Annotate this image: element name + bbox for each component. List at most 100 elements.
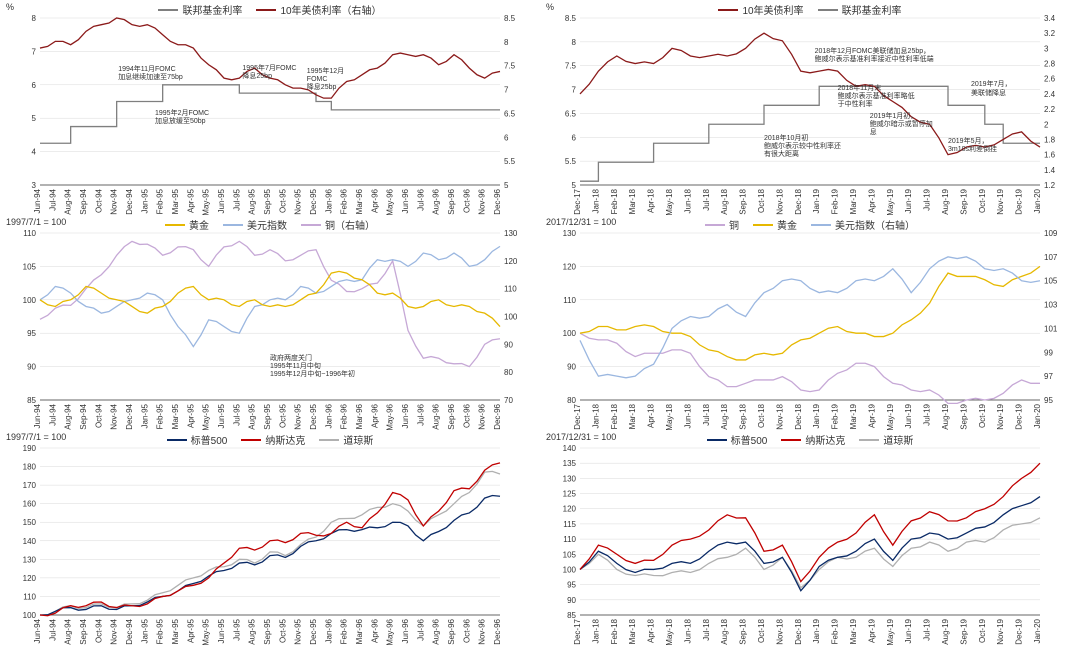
svg-text:Jul-19: Jul-19 (923, 188, 932, 210)
svg-text:Apr-19: Apr-19 (867, 188, 876, 213)
svg-text:Jan-19: Jan-19 (812, 188, 821, 213)
svg-text:7.5: 7.5 (565, 62, 577, 71)
svg-text:97: 97 (1044, 372, 1053, 381)
svg-text:95: 95 (567, 581, 576, 590)
svg-text:2.8: 2.8 (1044, 60, 1056, 69)
svg-text:Apr-95: Apr-95 (186, 188, 195, 213)
svg-text:Oct-18: Oct-18 (757, 403, 766, 428)
svg-text:150: 150 (23, 518, 37, 527)
chart-svg: 34567855.566.577.588.5Jun-94Jul-94Aug-94… (0, 0, 540, 215)
svg-text:2.2: 2.2 (1044, 105, 1056, 114)
svg-text:Jun-19: Jun-19 (904, 403, 913, 428)
svg-text:Jul-96: Jul-96 (416, 618, 425, 640)
svg-text:Jul-94: Jul-94 (48, 618, 57, 640)
svg-text:Dec-18: Dec-18 (794, 403, 803, 429)
svg-text:Oct-95: Oct-95 (278, 618, 287, 643)
svg-text:Dec-95: Dec-95 (309, 403, 318, 429)
svg-text:May-96: May-96 (386, 618, 395, 645)
svg-text:90: 90 (567, 363, 576, 372)
svg-text:Jun-94: Jun-94 (33, 188, 42, 213)
svg-text:Feb-96: Feb-96 (340, 188, 349, 214)
svg-text:85: 85 (27, 396, 36, 405)
svg-text:8.5: 8.5 (504, 14, 516, 23)
svg-text:Sep-19: Sep-19 (959, 403, 968, 429)
svg-text:7: 7 (572, 86, 577, 95)
svg-text:Aug-96: Aug-96 (432, 403, 441, 429)
svg-text:Nov-96: Nov-96 (478, 618, 487, 644)
svg-text:Mar-96: Mar-96 (355, 403, 364, 429)
svg-text:Jan-18: Jan-18 (591, 188, 600, 213)
svg-text:Jun-96: Jun-96 (401, 403, 410, 428)
svg-text:110: 110 (23, 229, 36, 238)
svg-text:Jun-95: Jun-95 (217, 188, 226, 213)
svg-text:Nov-95: Nov-95 (294, 403, 303, 429)
svg-text:Dec-95: Dec-95 (309, 188, 318, 214)
svg-text:Apr-19: Apr-19 (867, 618, 876, 643)
svg-text:8: 8 (32, 14, 37, 23)
svg-text:Jan-95: Jan-95 (140, 403, 149, 428)
chart-svg: 859095100105110115120125130135140Dec-17J… (540, 430, 1080, 645)
svg-text:Apr-18: Apr-18 (647, 403, 656, 428)
svg-text:8: 8 (572, 38, 577, 47)
svg-text:Aug-94: Aug-94 (64, 403, 73, 429)
svg-text:Apr-95: Apr-95 (186, 618, 195, 643)
svg-text:Apr-19: Apr-19 (867, 403, 876, 428)
svg-text:8.5: 8.5 (565, 14, 577, 23)
svg-text:Oct-96: Oct-96 (462, 403, 471, 428)
svg-text:Mar-96: Mar-96 (355, 188, 364, 214)
svg-text:Jun-95: Jun-95 (217, 403, 226, 428)
svg-text:Feb-19: Feb-19 (831, 403, 840, 429)
svg-text:80: 80 (567, 396, 576, 405)
svg-text:1.2: 1.2 (1044, 181, 1056, 190)
svg-text:Feb-19: Feb-19 (831, 618, 840, 644)
svg-text:Oct-19: Oct-19 (978, 188, 987, 213)
svg-text:Nov-19: Nov-19 (996, 403, 1005, 429)
svg-text:101: 101 (1044, 324, 1058, 333)
svg-text:135: 135 (563, 459, 577, 468)
svg-text:1.8: 1.8 (1044, 135, 1056, 144)
chart-svg: 8090100110120130959799101103105107109Dec… (540, 215, 1080, 430)
svg-text:May-95: May-95 (202, 188, 211, 215)
svg-text:Jul-18: Jul-18 (702, 618, 711, 640)
svg-text:Jun-19: Jun-19 (904, 188, 913, 213)
svg-text:120: 120 (504, 257, 518, 266)
svg-text:110: 110 (504, 285, 517, 294)
svg-text:Jul-95: Jul-95 (232, 403, 241, 425)
svg-text:125: 125 (563, 490, 577, 499)
svg-text:Nov-18: Nov-18 (775, 188, 784, 214)
chart-panel-p21: 1997/7/1 = 100 黄金 美元指数 铜（右轴） 85909510010… (0, 215, 540, 430)
svg-text:120: 120 (563, 262, 577, 271)
svg-text:Mar-18: Mar-18 (628, 618, 637, 644)
svg-text:Aug-94: Aug-94 (64, 618, 73, 644)
svg-text:6: 6 (32, 81, 37, 90)
svg-text:100: 100 (23, 296, 37, 305)
svg-text:Jan-96: Jan-96 (324, 188, 333, 213)
svg-text:Dec-96: Dec-96 (493, 403, 502, 429)
svg-text:Sep-95: Sep-95 (263, 618, 272, 644)
svg-text:Apr-96: Apr-96 (370, 618, 379, 643)
svg-text:2: 2 (1044, 120, 1049, 129)
svg-text:Feb-95: Feb-95 (156, 188, 165, 214)
svg-text:Sep-18: Sep-18 (739, 403, 748, 429)
chart-panel-p32: 2017/12/31 = 100 标普500 纳斯达克 道琼斯 85909510… (540, 430, 1080, 645)
svg-text:5.5: 5.5 (504, 157, 516, 166)
svg-text:Aug-96: Aug-96 (432, 618, 441, 644)
svg-text:7: 7 (32, 47, 37, 56)
svg-text:May-95: May-95 (202, 403, 211, 430)
svg-text:May-19: May-19 (886, 188, 895, 215)
svg-text:Sep-94: Sep-94 (79, 188, 88, 214)
svg-text:5.5: 5.5 (565, 157, 577, 166)
svg-text:May-19: May-19 (886, 618, 895, 645)
svg-text:Sep-18: Sep-18 (739, 188, 748, 214)
svg-text:Oct-94: Oct-94 (94, 403, 103, 428)
svg-text:Sep-94: Sep-94 (79, 403, 88, 429)
svg-text:Jul-95: Jul-95 (232, 618, 241, 640)
svg-text:6.5: 6.5 (504, 109, 516, 118)
svg-text:Feb-18: Feb-18 (610, 188, 619, 214)
svg-text:Feb-19: Feb-19 (831, 188, 840, 214)
svg-text:1.4: 1.4 (1044, 166, 1056, 175)
svg-text:Feb-96: Feb-96 (340, 403, 349, 429)
svg-text:Dec-18: Dec-18 (794, 188, 803, 214)
svg-text:Jul-95: Jul-95 (232, 188, 241, 210)
svg-text:7: 7 (504, 86, 509, 95)
